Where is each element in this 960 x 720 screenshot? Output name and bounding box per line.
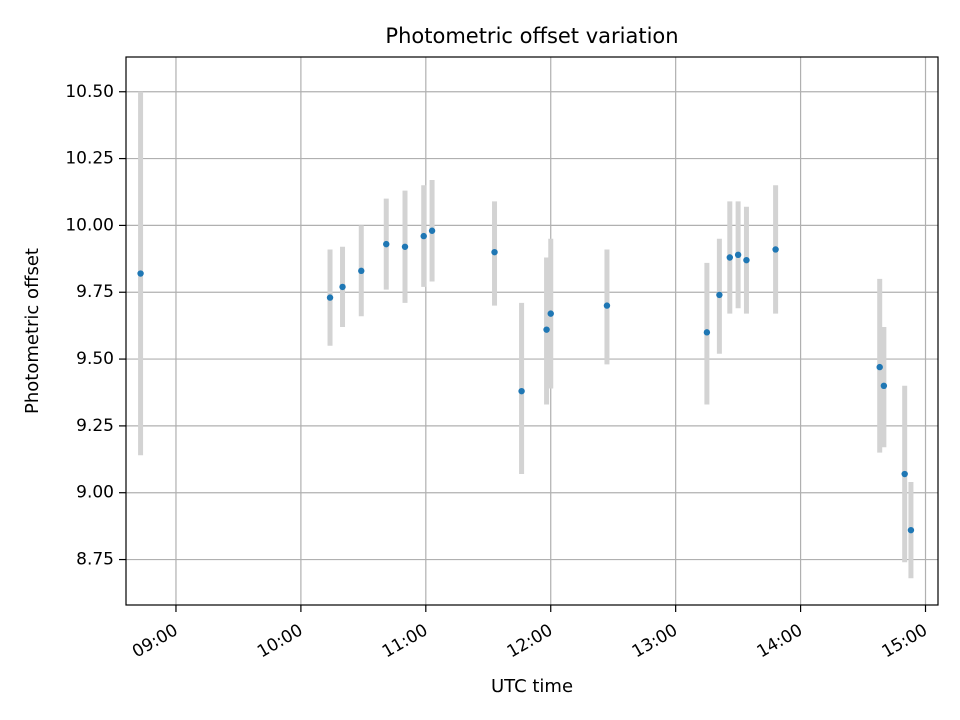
y-tick-label: 10.00 [65, 215, 114, 235]
y-axis-label: Photometric offset [22, 248, 43, 414]
data-points [137, 227, 915, 534]
data-point [901, 470, 908, 478]
data-point [743, 256, 750, 264]
data-point [726, 254, 733, 261]
y-tick-label: 8.75 [76, 550, 114, 570]
data-point [339, 283, 346, 291]
x-tick-label: 11:00 [379, 620, 431, 662]
data-point [547, 310, 554, 317]
data-point [772, 246, 779, 253]
data-point [703, 329, 711, 336]
data-point [326, 294, 334, 301]
data-point [518, 387, 525, 395]
data-point [716, 291, 723, 299]
y-tick-label: 9.00 [76, 483, 114, 503]
x-tick-label: 14:00 [754, 620, 806, 662]
data-point [907, 526, 915, 534]
data-point [401, 243, 409, 250]
y-tick-label: 10.25 [65, 149, 114, 169]
data-point [420, 232, 427, 240]
y-tick-label: 9.75 [76, 282, 114, 302]
y-tick-label: 9.50 [76, 349, 114, 369]
data-point [383, 240, 390, 248]
data-point [603, 302, 611, 309]
data-point [137, 270, 144, 277]
y-tick-label: 9.25 [76, 416, 114, 436]
x-tick-label: 10:00 [254, 620, 306, 662]
error-bars [138, 91, 914, 579]
chart-title: Photometric offset variation [385, 24, 678, 48]
grid-lines [126, 57, 938, 605]
data-point [876, 363, 883, 371]
x-axis-label: UTC time [491, 676, 573, 697]
x-tick-label: 13:00 [629, 620, 681, 662]
data-point [491, 248, 498, 256]
plot-frame [125, 56, 939, 606]
data-point [358, 267, 365, 275]
data-point [543, 326, 550, 333]
data-point [428, 227, 436, 234]
x-tick-label: 12:00 [504, 620, 556, 662]
data-point [880, 382, 888, 389]
x-tick-label: 15:00 [879, 620, 931, 662]
y-tick-label: 10.50 [65, 82, 114, 102]
data-point [734, 251, 742, 259]
x-tick-label: 09:00 [129, 620, 181, 662]
